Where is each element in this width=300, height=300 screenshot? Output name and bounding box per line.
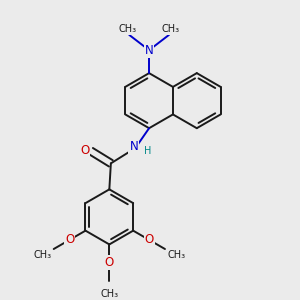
- Text: CH₃: CH₃: [161, 24, 180, 34]
- Text: O: O: [80, 144, 89, 157]
- Text: H: H: [144, 146, 151, 155]
- Text: N: N: [145, 44, 154, 57]
- Text: CH₃: CH₃: [100, 289, 118, 299]
- Text: CH₃: CH₃: [118, 24, 137, 34]
- Text: O: O: [65, 233, 74, 246]
- Text: O: O: [144, 233, 154, 246]
- Text: CH₃: CH₃: [34, 250, 52, 260]
- Text: O: O: [105, 256, 114, 269]
- Text: CH₃: CH₃: [167, 250, 185, 260]
- Text: N: N: [129, 140, 138, 153]
